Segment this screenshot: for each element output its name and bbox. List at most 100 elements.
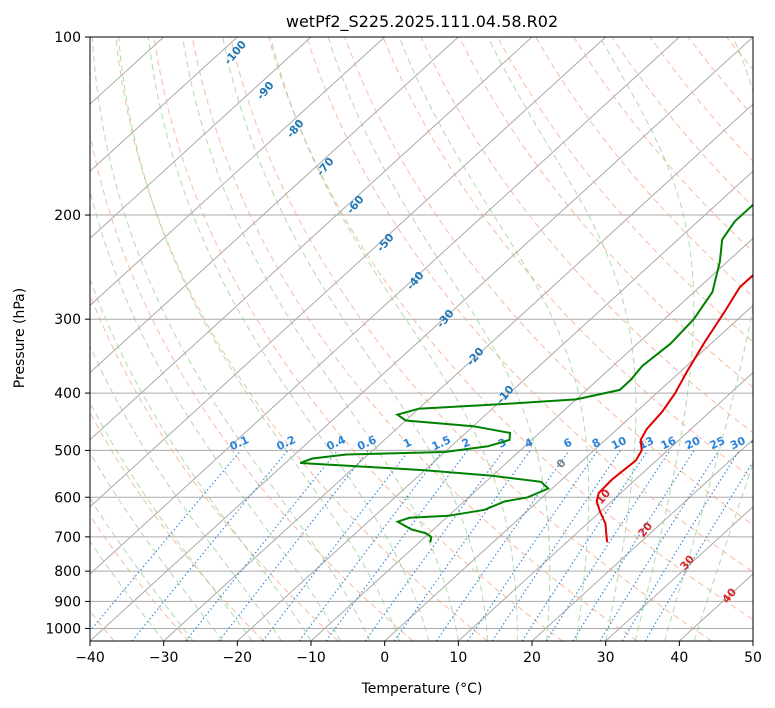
isotherm <box>90 37 680 575</box>
dry-adiabat <box>268 37 753 621</box>
dry-adiabat <box>153 37 563 641</box>
mixing-ratio-label: 10 <box>609 434 629 452</box>
mixing-ratio-line <box>435 450 570 641</box>
mixing-ratio-line <box>364 450 505 641</box>
y-axis-label: Pressure (hPa) <box>12 288 28 388</box>
x-tick-label: 50 <box>744 650 762 666</box>
mixing-ratio-line <box>521 450 649 641</box>
x-tick-label: −10 <box>296 650 326 666</box>
chart-title: wetPf2_S225.2025.111.04.58.R02 <box>286 12 558 32</box>
y-tick-label: 1000 <box>45 621 81 637</box>
moist-adiabat <box>222 37 489 641</box>
mixing-ratio-line <box>90 450 242 632</box>
moist-adiabat <box>398 37 590 641</box>
isotherm <box>457 371 753 641</box>
dry-adiabat <box>115 37 488 641</box>
mixing-ratio-label: 30 <box>728 434 748 452</box>
moist-adiabat <box>664 37 753 641</box>
isotherm <box>90 37 238 172</box>
mixing-ratio-line <box>621 450 740 641</box>
x-tick-label: 0 <box>380 650 389 666</box>
y-tick-label: 700 <box>54 530 81 546</box>
isotherm <box>90 37 312 240</box>
moist-adiabat <box>90 540 165 641</box>
mixing-ratio-line <box>218 450 369 641</box>
mixing-ratio-label: 1 <box>401 436 413 451</box>
x-tick-label: 30 <box>597 650 615 666</box>
dry-adiabat <box>90 514 190 641</box>
mixing-ratio-line <box>491 450 621 641</box>
dry-adiabat <box>649 37 753 162</box>
dry-adiabat <box>726 37 753 71</box>
mixing-ratio-line <box>467 450 599 641</box>
moist-adiabat <box>90 189 341 641</box>
dry-adiabat-label: -90 <box>254 79 277 103</box>
dry-adiabat <box>496 37 753 343</box>
dry-adiabat <box>687 37 753 117</box>
isotherm <box>90 37 386 307</box>
moist-adiabat <box>147 37 430 641</box>
isotherm <box>236 170 753 641</box>
temperature-profile <box>595 273 753 543</box>
x-tick-label: −20 <box>223 650 253 666</box>
dry-adiabat-label: -70 <box>314 155 337 179</box>
y-tick-label: 300 <box>54 312 81 328</box>
dry-adiabat <box>90 131 414 641</box>
moist-adiabat <box>90 277 312 641</box>
mixing-ratio-line <box>262 450 410 641</box>
x-tick-label: 10 <box>449 650 467 666</box>
dry-adiabat-label: -80 <box>284 117 307 141</box>
isotherm <box>310 237 753 641</box>
mixing-ratio-line <box>545 450 671 641</box>
mixing-ratio-label: 20 <box>683 434 703 452</box>
y-tick-label: 200 <box>54 208 81 224</box>
isotherm <box>752 640 753 641</box>
x-tick-label: 40 <box>670 650 688 666</box>
mixing-ratio-label: 8 <box>590 436 602 451</box>
mixing-ratio-label: 6 <box>562 436 575 451</box>
isotherm <box>90 37 533 441</box>
mixing-ratio-label: 16 <box>659 434 679 452</box>
x-tick-label: −30 <box>149 650 179 666</box>
plot-frame <box>89 36 754 642</box>
moist-adiabat <box>693 461 753 641</box>
dry-adiabat-label: -50 <box>374 231 397 255</box>
moist-adiabat <box>269 37 518 641</box>
isotherm <box>90 37 753 641</box>
y-axis: 100 200 300 400 500 600 700 800 900 1000 <box>45 30 90 637</box>
dry-adiabat <box>344 37 753 526</box>
x-tick-label: 20 <box>523 650 541 666</box>
moist-adiabat <box>90 451 223 641</box>
moist-adiabat <box>182 37 459 641</box>
plot-area: 0.1 0.2 0.4 0.6 1 1.5 2 3 4 6 8 10 13 16 20 25 30 36-100-… <box>89 36 769 642</box>
y-tick-label: 100 <box>54 30 81 46</box>
dewpoint-profile <box>299 203 753 543</box>
moist-adiabat <box>327 37 551 641</box>
x-tick-label: −40 <box>75 650 105 666</box>
y-tick-label: 600 <box>54 490 81 506</box>
y-tick-label: 400 <box>54 386 81 402</box>
x-axis: −40 −30 −20 −10 0 10 20 30 40 50 <box>75 641 762 666</box>
isotherm <box>90 37 607 508</box>
mixing-ratio-line <box>185 450 339 641</box>
dry-adiabat <box>306 37 753 573</box>
y-tick-label: 500 <box>54 443 81 459</box>
mixing-ratio-line <box>572 450 695 641</box>
dry-adiabat <box>229 37 712 641</box>
mixing-ratio-line <box>325 450 468 641</box>
isotherm <box>163 103 753 641</box>
mixing-ratio-label: 36 <box>749 434 769 452</box>
y-tick-label: 800 <box>54 564 81 580</box>
dry-adiabat-label: -100 <box>221 38 249 68</box>
dry-adiabat <box>191 37 638 641</box>
moist-adiabat <box>90 497 194 641</box>
mixing-ratio-line <box>131 450 289 641</box>
dry-adiabat <box>611 37 753 208</box>
dry-adiabat-label: -60 <box>344 193 367 217</box>
dry-adiabat <box>90 411 264 641</box>
mixing-ratio-label: 25 <box>708 434 727 452</box>
mixing-ratio-line <box>599 450 720 641</box>
dry-adiabat <box>420 37 753 434</box>
moist-adiabat-label: 30 <box>677 552 697 572</box>
